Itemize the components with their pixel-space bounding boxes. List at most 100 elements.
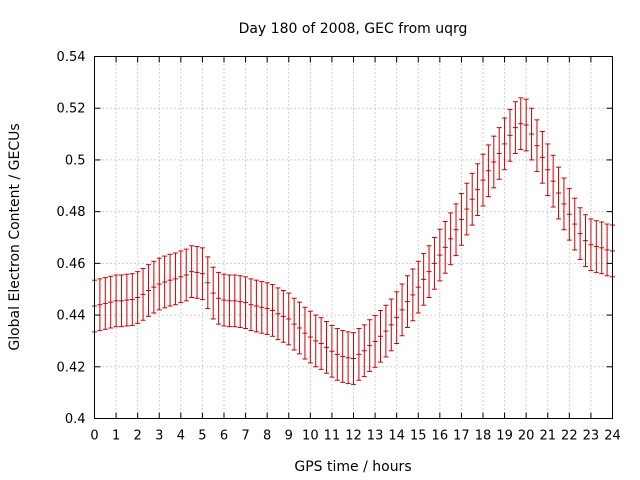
error-bar bbox=[442, 220, 448, 274]
x-tick-label: 15 bbox=[410, 429, 427, 444]
error-bar bbox=[108, 275, 114, 329]
error-bar bbox=[410, 268, 416, 322]
error-bar bbox=[388, 298, 394, 352]
error-bar bbox=[604, 223, 610, 277]
error-bar bbox=[394, 291, 400, 345]
error-bar bbox=[232, 274, 238, 328]
error-bar bbox=[496, 127, 502, 180]
error-bar bbox=[329, 324, 335, 378]
error-bar bbox=[448, 212, 454, 266]
x-axis-label: GPS time / hours bbox=[294, 459, 411, 475]
error-bar bbox=[491, 135, 497, 189]
x-tick-label: 18 bbox=[475, 429, 492, 444]
x-tick-label: 5 bbox=[198, 429, 206, 444]
error-bar bbox=[507, 109, 513, 162]
y-tick-label: 0.4 bbox=[65, 412, 86, 427]
error-bar bbox=[243, 276, 249, 330]
error-bar bbox=[270, 284, 276, 337]
error-bar bbox=[561, 177, 567, 231]
error-bar bbox=[377, 309, 383, 363]
error-bar bbox=[221, 273, 227, 327]
series-layer bbox=[92, 97, 615, 385]
x-tick-label: 4 bbox=[177, 429, 185, 444]
x-tick-label: 7 bbox=[241, 429, 249, 444]
error-bar bbox=[415, 260, 421, 314]
error-bar bbox=[437, 228, 443, 282]
error-bar bbox=[199, 247, 205, 301]
error-bar bbox=[345, 331, 351, 385]
error-bar bbox=[518, 97, 524, 151]
error-bar bbox=[566, 187, 572, 241]
error-bar bbox=[367, 319, 373, 372]
x-tick-label: 21 bbox=[539, 429, 556, 444]
error-bar bbox=[275, 287, 281, 341]
x-tick-label: 19 bbox=[496, 429, 513, 444]
error-bar bbox=[556, 166, 562, 220]
error-bar bbox=[351, 332, 356, 385]
error-bar bbox=[512, 101, 518, 154]
error-bar bbox=[156, 257, 162, 311]
error-bar bbox=[205, 256, 211, 310]
x-tick-label: 20 bbox=[518, 429, 535, 444]
error-bar bbox=[226, 274, 232, 328]
x-tick-label: 11 bbox=[324, 429, 341, 444]
error-bar bbox=[458, 193, 464, 246]
error-bar bbox=[259, 280, 265, 334]
y-tick-label: 0.5 bbox=[65, 153, 86, 168]
ticks: 0 1 2 3 4 5 6 7 8 9 10 11 12 13 14 15 16 17 18 19 20 21 22 23 24… bbox=[57, 50, 621, 444]
error-bar bbox=[135, 271, 141, 324]
error-bar bbox=[502, 117, 508, 171]
error-bar bbox=[577, 207, 583, 260]
y-tick-label: 0.42 bbox=[57, 360, 86, 375]
x-tick-label: 23 bbox=[583, 429, 600, 444]
y-axis-label: Global Electron Content / GECUs bbox=[7, 123, 23, 350]
error-bar bbox=[194, 246, 200, 299]
error-bar bbox=[453, 203, 459, 257]
x-tick-label: 22 bbox=[561, 429, 578, 444]
error-bar bbox=[361, 324, 367, 378]
error-bar bbox=[372, 315, 378, 368]
chart-title: Day 180 of 2008, GEC from uqrg bbox=[239, 21, 468, 37]
error-bar bbox=[523, 98, 529, 152]
error-bar bbox=[286, 292, 292, 346]
error-bar bbox=[324, 321, 330, 374]
error-bar bbox=[404, 275, 410, 328]
y-tick-label: 0.46 bbox=[57, 257, 86, 272]
error-bar bbox=[162, 255, 168, 309]
x-tick-label: 10 bbox=[302, 429, 319, 444]
error-bar bbox=[475, 163, 481, 217]
x-tick-label: 1 bbox=[112, 429, 120, 444]
error-bar bbox=[183, 248, 189, 302]
x-tick-label: 24 bbox=[604, 429, 621, 444]
error-bar bbox=[534, 119, 540, 173]
error-bar bbox=[599, 221, 605, 275]
error-bar bbox=[485, 144, 491, 198]
x-tick-label: 2 bbox=[134, 429, 142, 444]
error-bar bbox=[529, 107, 535, 161]
error-bar bbox=[140, 268, 146, 321]
y-tick-label: 0.48 bbox=[57, 205, 86, 220]
error-bar bbox=[248, 278, 254, 332]
error-bar bbox=[189, 245, 195, 298]
error-bar bbox=[399, 283, 405, 337]
error-bar bbox=[421, 253, 427, 306]
error-bar bbox=[593, 220, 599, 273]
error-bar bbox=[178, 250, 184, 304]
x-tick-label: 12 bbox=[345, 429, 362, 444]
x-tick-label: 0 bbox=[90, 429, 98, 444]
x-tick-label: 16 bbox=[432, 429, 449, 444]
x-tick-label: 14 bbox=[388, 429, 405, 444]
error-bar bbox=[167, 253, 173, 307]
error-bar bbox=[253, 279, 259, 333]
error-bar bbox=[118, 274, 124, 328]
error-bar bbox=[583, 214, 589, 267]
error-bar bbox=[97, 278, 103, 332]
error-bar bbox=[588, 218, 594, 272]
error-bar bbox=[145, 264, 151, 317]
error-bar bbox=[572, 197, 578, 251]
error-bar bbox=[302, 306, 308, 360]
error-bar bbox=[237, 275, 243, 328]
x-tick-label: 17 bbox=[453, 429, 470, 444]
error-bar bbox=[102, 277, 108, 330]
error-bar bbox=[550, 154, 556, 208]
